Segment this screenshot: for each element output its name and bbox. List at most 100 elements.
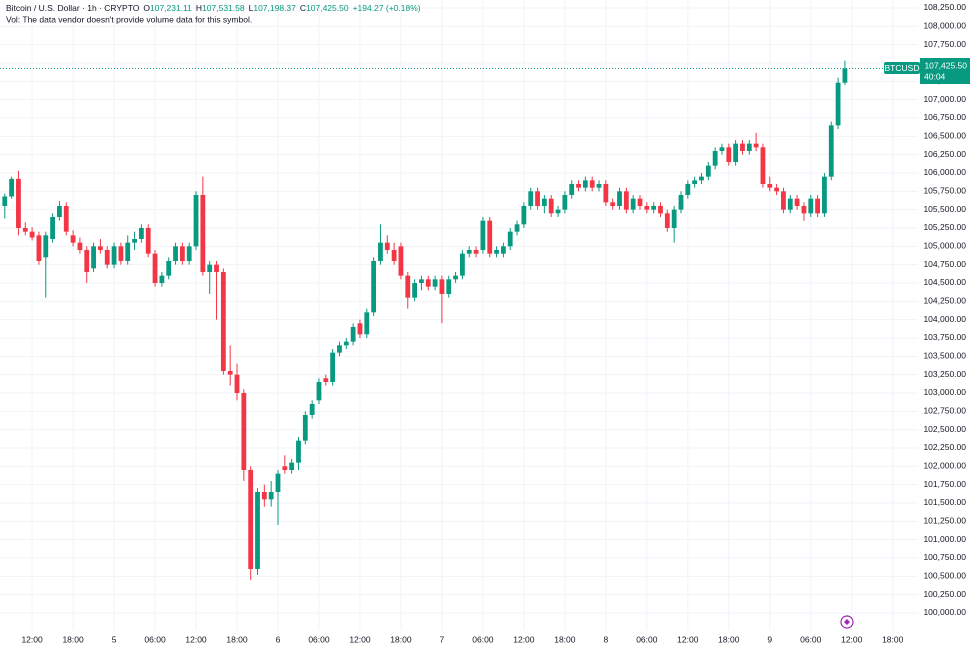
y-tick-label: 105,000.00 <box>923 241 966 251</box>
y-tick-label: 106,750.00 <box>923 112 966 122</box>
y-tick-label: 101,750.00 <box>923 479 966 489</box>
candle-body <box>671 209 677 228</box>
x-tick-label: 18:00 <box>554 634 576 644</box>
candle-body <box>760 147 766 184</box>
candle-body <box>29 231 35 238</box>
x-tick-label: 12:00 <box>185 634 207 644</box>
price-tag: BTCUSD 107,425.50 40:04 <box>884 58 970 84</box>
candle-body <box>91 246 96 269</box>
candle-body <box>330 352 336 382</box>
x-tick-label: 06:00 <box>636 634 658 644</box>
y-tick-label: 105,750.00 <box>923 186 966 196</box>
x-tick-label: 06:00 <box>308 634 330 644</box>
x-tick-label: 12:00 <box>841 634 863 644</box>
legend-value: 107,198.37 <box>253 3 296 13</box>
y-tick-label: 105,250.00 <box>923 222 966 232</box>
y-tick-label: 102,000.00 <box>923 461 966 471</box>
candle-body <box>159 275 165 283</box>
candle-body <box>316 381 322 401</box>
candle-body <box>50 216 55 239</box>
candle-body <box>712 150 718 166</box>
candle-body <box>9 178 15 197</box>
candle-body <box>453 275 458 280</box>
candle-body <box>521 205 527 225</box>
candle-body <box>446 279 452 294</box>
tag-price: 107,425.50 <box>924 60 967 70</box>
x-tick-label: 6 <box>276 634 281 644</box>
candle-body <box>740 143 745 151</box>
candle-body <box>658 205 663 214</box>
x-tick-label: 06:00 <box>472 634 494 644</box>
candle-body <box>555 209 561 214</box>
symbol-box <box>884 62 920 74</box>
candle-body <box>309 403 315 415</box>
y-tick-label: 100,750.00 <box>923 552 966 562</box>
candle-body <box>125 242 131 261</box>
x-tick-label: 8 <box>603 634 608 644</box>
candle-body <box>152 253 158 283</box>
y-tick-label: 104,250.00 <box>923 296 966 306</box>
candle-body <box>589 180 595 188</box>
candle-body <box>746 143 752 151</box>
y-tick-label: 103,500.00 <box>923 351 966 361</box>
y-tick-label: 102,250.00 <box>923 442 966 452</box>
candle-body <box>2 196 8 206</box>
legend-key: H <box>196 3 202 13</box>
candle-body <box>248 469 254 569</box>
candle-body <box>241 392 247 470</box>
candle-body <box>535 191 540 206</box>
legend: Bitcoin / U.S. Dollar · 1h · CRYPTO O107,… <box>6 3 421 13</box>
candle-body <box>179 246 185 261</box>
candle-body <box>644 205 650 210</box>
candle-body <box>466 249 472 254</box>
x-tick-label: 5 <box>112 634 117 644</box>
y-tick-label: 102,500.00 <box>923 424 966 434</box>
legend-key: C <box>300 3 306 13</box>
candle-body <box>419 279 424 283</box>
candle-body <box>630 198 636 210</box>
candle-body <box>473 249 479 254</box>
candle-body <box>794 198 800 206</box>
candle-body <box>787 198 793 210</box>
candle-body <box>104 249 110 265</box>
legend-value: 107,425.50 <box>306 3 349 13</box>
candle-body <box>507 231 513 247</box>
candle-body <box>480 220 486 250</box>
candle-body <box>808 198 814 214</box>
candle-body <box>268 491 274 500</box>
candle-body <box>569 183 575 195</box>
y-tick-label: 104,750.00 <box>923 259 966 269</box>
candle-body <box>412 282 418 298</box>
candle-body <box>186 246 192 261</box>
candle-body <box>774 187 780 192</box>
candle-body <box>500 246 506 254</box>
y-tick-label: 106,250.00 <box>923 149 966 159</box>
y-tick-label: 103,750.00 <box>923 332 966 342</box>
legend-key: O <box>143 3 150 13</box>
candle-body <box>842 68 848 83</box>
candle-body <box>528 191 534 206</box>
legend-change: +194.27 (+0.18%) <box>353 3 421 13</box>
x-tick-label: 06:00 <box>800 634 822 644</box>
y-tick-label: 101,000.00 <box>923 534 966 544</box>
candle-body <box>835 82 841 126</box>
candle-body <box>22 227 28 232</box>
candle-body <box>514 224 520 232</box>
candle-body <box>753 143 759 148</box>
y-tick-label: 100,000.00 <box>923 607 966 617</box>
y-tick-label: 100,500.00 <box>923 571 966 581</box>
candle-body <box>432 279 438 287</box>
candle-body <box>193 194 199 247</box>
candle-body <box>576 183 581 188</box>
x-tick-label: 18:00 <box>62 634 84 644</box>
y-tick-label: 103,250.00 <box>923 369 966 379</box>
candle-body <box>815 198 820 214</box>
price-box <box>920 58 970 84</box>
tag-countdown: 40:04 <box>924 71 946 81</box>
legend-key: L <box>249 3 254 13</box>
candle-body <box>98 246 103 250</box>
replay-icon[interactable] <box>840 615 854 629</box>
candle-body <box>200 194 206 272</box>
candle-body <box>610 202 616 206</box>
